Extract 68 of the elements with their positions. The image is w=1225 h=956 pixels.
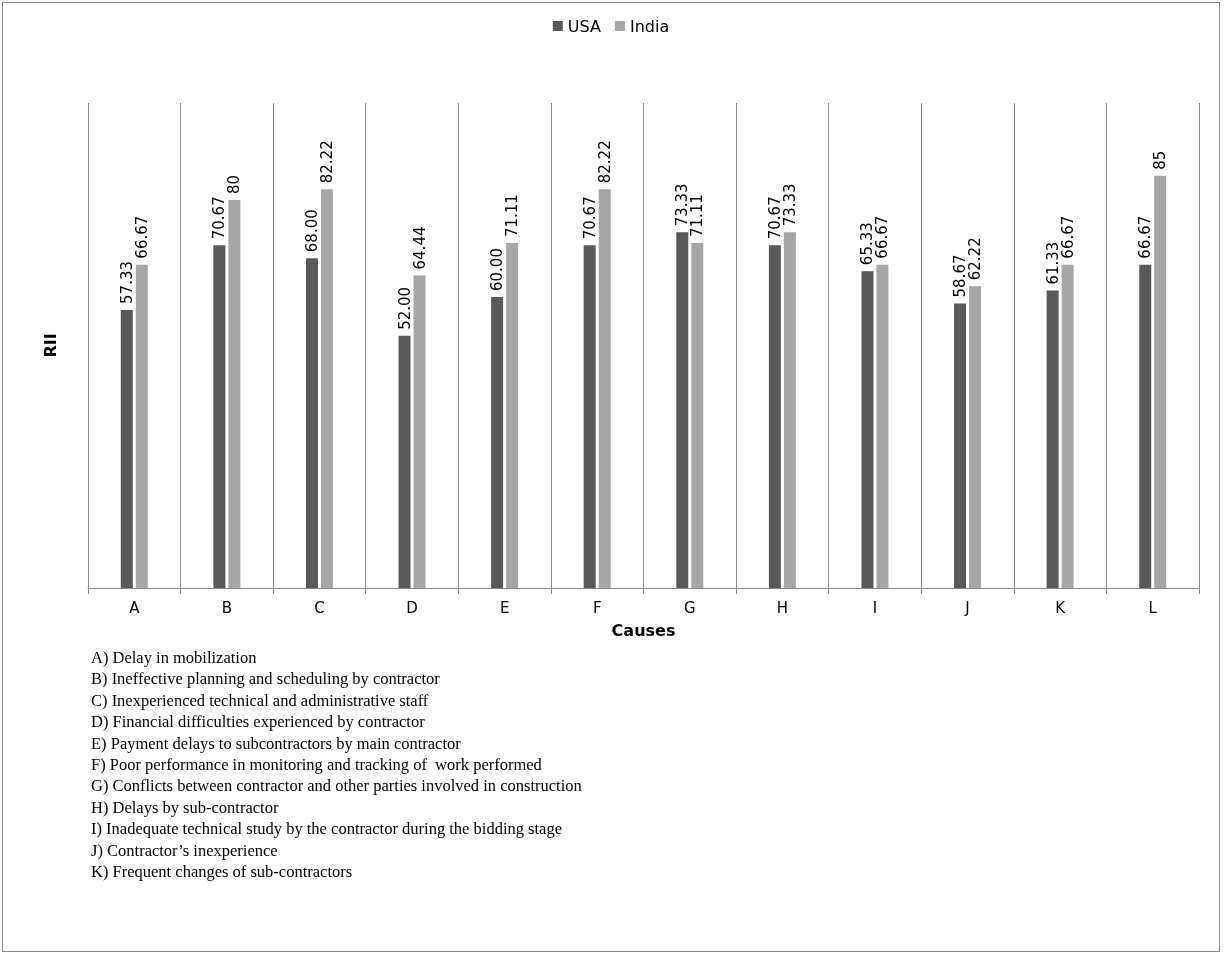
data-label: 68.00 [302, 209, 321, 253]
bar [1154, 175, 1167, 588]
text: F) Poor performance in monitoring and tracking of work performed [91, 754, 543, 776]
x-tick-label: I [872, 598, 878, 617]
bar [120, 309, 133, 588]
bar [320, 189, 333, 588]
bar [398, 335, 411, 588]
bar [1061, 264, 1074, 588]
bar [691, 243, 704, 588]
data-label: 70.67 [210, 196, 229, 240]
bar [783, 232, 796, 588]
data-label: 66.67 [1136, 215, 1155, 259]
bar [213, 245, 226, 588]
x-tick-label: G [683, 598, 696, 617]
bar [1139, 264, 1152, 588]
bar [598, 189, 611, 588]
x-tick-label: H [776, 598, 789, 617]
x-tick-label: A [129, 598, 141, 617]
bar [676, 232, 689, 588]
data-label: 71.11 [688, 194, 707, 238]
bar [413, 275, 426, 588]
data-label: 70.67 [580, 196, 599, 240]
data-label: 52.00 [395, 286, 414, 330]
bar [305, 258, 318, 588]
x-axis-title: Causes [611, 620, 676, 640]
text: G) Conflicts between contractor and other parties involved in construction [91, 775, 582, 797]
data-label: 80 [225, 174, 244, 194]
legend-label: India [629, 16, 670, 36]
data-label: 82.22 [595, 140, 614, 184]
text: H) Delays by sub-contractor [91, 796, 280, 819]
bar [861, 271, 874, 588]
text: A) Delay in mobilization [91, 647, 258, 669]
text: J) Contractor’s inexperience [91, 839, 279, 862]
x-tick-label: B [221, 598, 233, 617]
bar [954, 303, 967, 588]
data-label: 85 [1151, 150, 1170, 170]
bar [969, 286, 982, 588]
data-label: 64.44 [410, 226, 429, 270]
bar [506, 243, 519, 588]
text: K) Frequent changes of sub-contractors [91, 861, 354, 883]
text: D) Financial difficulties experienced by contractor [91, 711, 426, 733]
legend-label: USA [567, 16, 601, 36]
bar [876, 264, 889, 588]
bar [768, 245, 781, 588]
data-label: 66.67 [873, 215, 892, 259]
data-label: 60.00 [488, 248, 507, 291]
text: E) Payment delays to subcontractors by main contractor [91, 732, 462, 755]
y-axis-title: RII [40, 333, 60, 358]
text: B) Ineffective planning and scheduling by contractor [91, 668, 441, 690]
x-tick-label: K [1055, 598, 1067, 617]
x-tick-label: C [314, 598, 325, 617]
bar [228, 200, 241, 588]
data-label: 62.22 [966, 237, 985, 281]
bar [583, 245, 596, 588]
x-tick-label: J [964, 598, 970, 617]
x-tick-label: L [1148, 598, 1158, 617]
bar [491, 297, 504, 588]
bar [135, 264, 148, 588]
text: I) Inadequate technical study by the contractor during the bidding stage [91, 818, 563, 840]
data-label: 82.22 [317, 140, 336, 184]
bar [1046, 290, 1059, 588]
x-tick-label: D [406, 598, 418, 617]
data-label: 57.33 [117, 261, 136, 304]
data-label: 71.11 [503, 194, 522, 238]
data-label: 66.67 [132, 215, 151, 259]
x-tick-label: F [592, 598, 602, 617]
text: C) Inexperienced technical and administrative staff [91, 689, 430, 712]
x-tick-label: E [499, 598, 510, 617]
